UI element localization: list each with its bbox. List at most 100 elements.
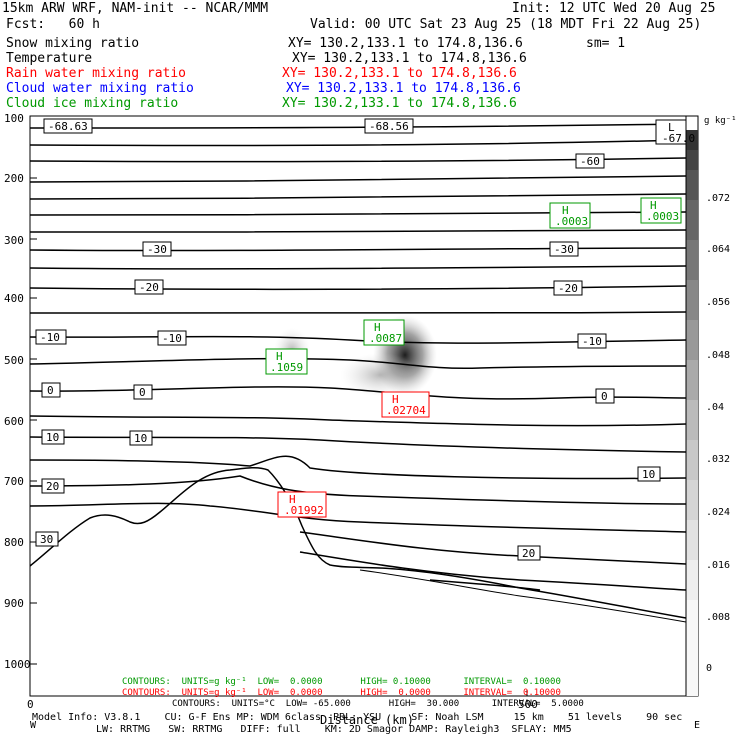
extremum-marker: H .0003: [640, 197, 682, 224]
model-title: 15km ARW WRF, NAM-init -- NCAR/MMM: [2, 1, 269, 16]
extremum-marker: H .1059: [265, 348, 308, 375]
colorbar-ticks: 0 .008 .016 .024 .032 .04 .048 .056 .064…: [706, 193, 730, 674]
colorbar-tick: .008: [706, 612, 730, 623]
svg-text:20: 20: [46, 480, 59, 493]
svg-text:-20: -20: [139, 281, 159, 294]
svg-text:10: 10: [134, 432, 147, 445]
east-marker: E: [694, 720, 701, 731]
field-extra-snow: sm= 1: [586, 36, 626, 51]
isotherm-label: -60: [575, 153, 605, 169]
y-tick: 100: [4, 112, 24, 125]
svg-text:0: 0: [601, 390, 608, 403]
field-label-snow: Snow mixing ratio: [6, 36, 140, 51]
field-xy-rain: XY= 130.2,133.1 to 174.8,136.6: [282, 66, 517, 81]
svg-text:-68.56: -68.56: [369, 120, 409, 133]
colorbar-units: g kg⁻¹: [704, 116, 737, 126]
isotherm-label: 30: [35, 531, 59, 547]
svg-text:H: H: [392, 393, 399, 406]
y-tick: 700: [4, 475, 24, 488]
svg-text:-10: -10: [582, 335, 602, 348]
svg-text:L: L: [668, 121, 675, 134]
svg-text:-60: -60: [580, 155, 600, 168]
field-xy-cloud-water: XY= 130.2,133.1 to 174.8,136.6: [286, 81, 521, 96]
field-label-cloud-water: Cloud water mixing ratio: [6, 81, 194, 96]
isotherm-label: 0: [595, 388, 615, 404]
svg-text:30: 30: [40, 533, 53, 546]
isotherm-label: -10: [35, 329, 67, 345]
colorbar-tick: .032: [706, 454, 730, 465]
field-xy-snow: XY= 130.2,133.1 to 174.8,136.6: [288, 36, 523, 51]
isotherm-label: 0: [133, 384, 153, 400]
svg-text:.01992: .01992: [284, 504, 324, 517]
y-tick-marks: [30, 177, 37, 665]
svg-text:.0003: .0003: [646, 210, 679, 223]
isotherm-label: -68.56: [364, 118, 414, 134]
x-tick: 0: [27, 698, 34, 711]
isotherm-labels: -60 -30 -30 -20 -20 -10 -10 -10 0 0 0 10…: [35, 118, 695, 561]
forecast-hour: Fcst: 60 h: [6, 17, 100, 32]
plot-frame: [29, 115, 699, 697]
isotherm-label: L-67.0: [655, 119, 695, 145]
y-tick: 300: [4, 234, 24, 247]
svg-text:H: H: [276, 350, 283, 363]
svg-text:.0087: .0087: [369, 332, 402, 345]
isotherm-label: 0: [41, 382, 61, 398]
colorbar-tick: .016: [706, 560, 730, 571]
colorbar-tick: 0: [706, 663, 712, 674]
isotherm-label: -20: [134, 279, 164, 295]
svg-text:.0003: .0003: [555, 215, 588, 228]
svg-text:10: 10: [46, 431, 59, 444]
isotherm-label: -30: [142, 241, 172, 257]
colorbar-tick: .056: [706, 297, 730, 308]
y-tick: 800: [4, 536, 24, 549]
colorbar-tick: .04: [706, 402, 724, 413]
isotherm-label: 10: [129, 430, 153, 446]
svg-text:20: 20: [522, 547, 535, 560]
colorbar-tick: .048: [706, 350, 730, 361]
isotherm-label: 20: [41, 478, 65, 494]
svg-text:-20: -20: [558, 282, 578, 295]
isotherm-label: -20: [553, 280, 583, 296]
field-xy-cloud-ice: XY= 130.2,133.1 to 174.8,136.6: [282, 96, 517, 111]
isotherm-label: 10: [637, 466, 661, 482]
svg-text:H: H: [289, 493, 296, 506]
valid-time: Valid: 00 UTC Sat 23 Aug 25 (18 MDT Fri …: [310, 17, 702, 32]
field-xy-temperature: XY= 130.2,133.1 to 174.8,136.6: [292, 51, 527, 66]
west-marker: W: [30, 720, 37, 731]
svg-text:.02704: .02704: [386, 404, 426, 417]
svg-text:H: H: [562, 204, 569, 217]
field-label-cloud-ice: Cloud ice mixing ratio: [6, 96, 179, 111]
field-label-temperature: Temperature: [6, 51, 93, 66]
svg-text:0: 0: [47, 384, 54, 397]
x-axis-label: Distance (km): [320, 713, 414, 727]
svg-text:-30: -30: [147, 243, 167, 256]
contours-rain: CONTOURS: UNITS=g kg⁻¹ LOW= 0.0000 HIGH=…: [122, 688, 561, 698]
extremum-marker: H .0003: [549, 202, 591, 229]
svg-text:10: 10: [642, 468, 655, 481]
extremum-marker: H .02704: [381, 391, 430, 418]
isotherm-label: 20: [517, 545, 541, 561]
x-tick: 500: [518, 698, 538, 711]
y-tick: 200: [4, 172, 24, 185]
contours-cloud-ice: CONTOURS: UNITS=g kg⁻¹ LOW= 0.0000 HIGH=…: [122, 677, 561, 687]
colorbar-tick: .064: [706, 244, 730, 255]
y-tick: 400: [4, 292, 24, 305]
colorbar: [685, 116, 698, 696]
isotherm-label: 10: [41, 429, 65, 445]
colorbar-tick: .072: [706, 193, 730, 204]
svg-text:-67.0: -67.0: [662, 132, 695, 145]
isotherm-label: -10: [157, 330, 187, 346]
extremum-marker: H .01992: [277, 491, 327, 518]
terrain-underlay: [359, 569, 687, 623]
init-time: Init: 12 UTC Wed 20 Aug 25: [512, 1, 716, 16]
svg-text:H: H: [374, 321, 381, 334]
y-tick: 900: [4, 597, 24, 610]
svg-text:-30: -30: [554, 243, 574, 256]
terrain-profile: [29, 466, 687, 619]
y-tick: 1000: [4, 658, 31, 671]
y-axis-ticks: 100 200 300 400 500 600 700 800 900 1000: [4, 112, 31, 671]
model-info-line-1: Model Info: V3.8.1 CU: G-F Ens MP: WDM 6…: [32, 712, 683, 723]
contours-temperature: CONTOURS: UNITS=°C LOW= -65.000 HIGH= 30…: [172, 699, 584, 709]
y-tick: 600: [4, 415, 24, 428]
